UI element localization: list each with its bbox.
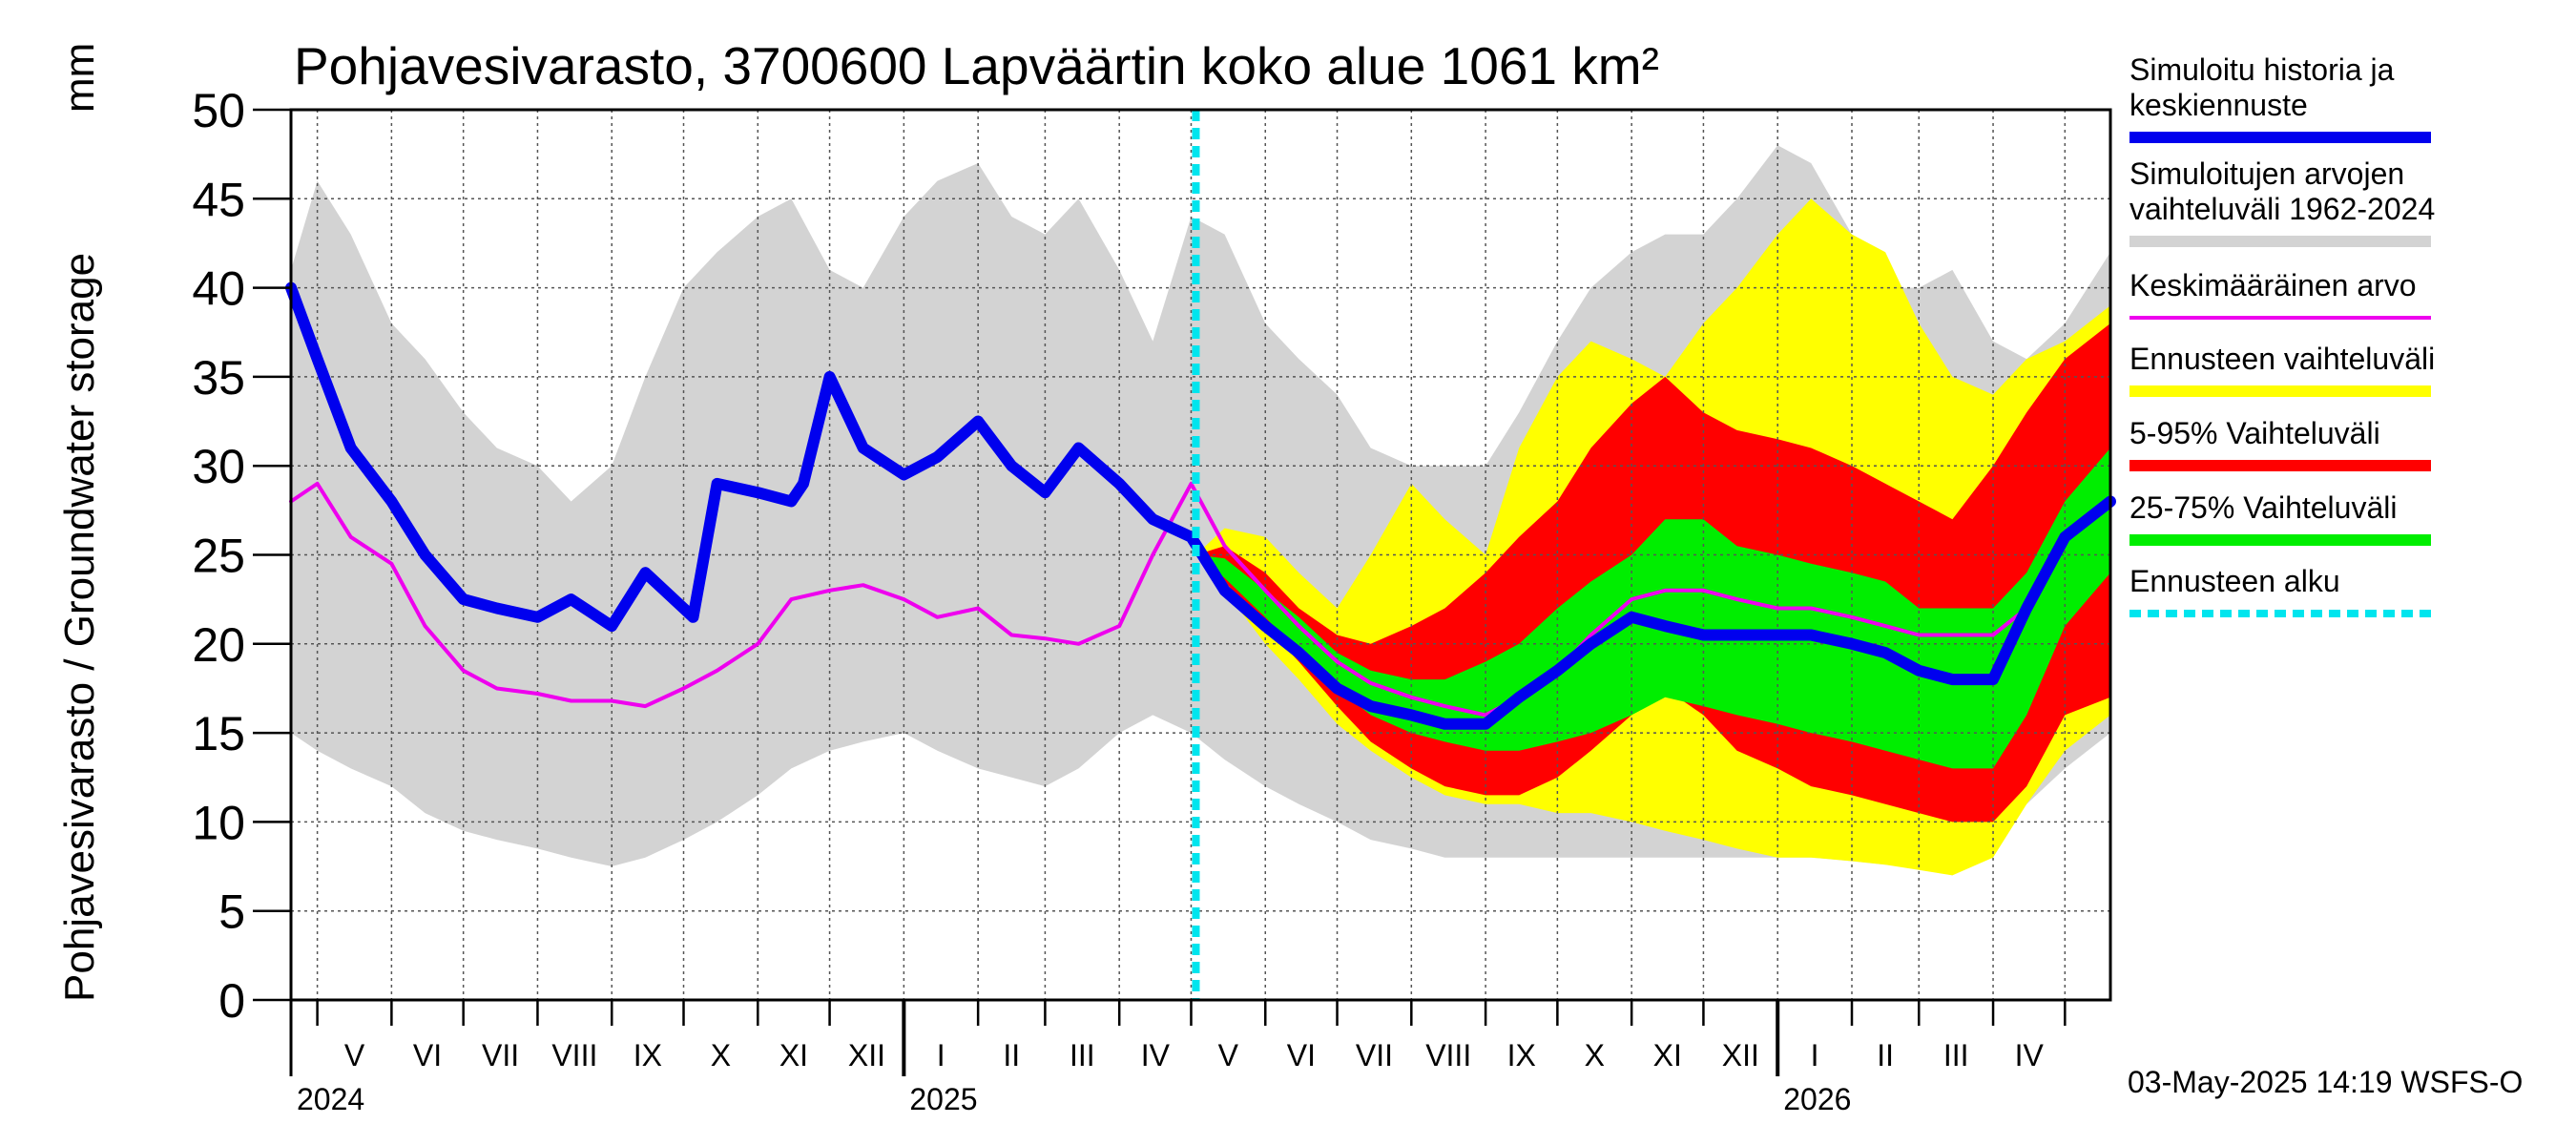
month-label-13: VI bbox=[1287, 1038, 1316, 1072]
legend-label-4-0: 5-95% Vaihteluväli bbox=[2129, 416, 2380, 450]
y-tick-label-2: 10 bbox=[192, 796, 245, 849]
band-layer bbox=[291, 145, 2110, 876]
band-3 bbox=[1195, 448, 2110, 769]
y-tick-label-5: 25 bbox=[192, 530, 245, 583]
legend-label-1-0: Simuloitujen arvojen bbox=[2129, 156, 2404, 191]
y-tick-label-7: 35 bbox=[192, 351, 245, 405]
month-label-19: XII bbox=[1722, 1038, 1759, 1072]
month-label-16: IX bbox=[1507, 1038, 1536, 1072]
month-label-7: XII bbox=[848, 1038, 885, 1072]
legend-label-1-1: vaihteluväli 1962-2024 bbox=[2129, 192, 2435, 226]
legend-label-0-1: keskiennuste bbox=[2129, 88, 2308, 122]
month-label-12: V bbox=[1218, 1038, 1239, 1072]
month-label-6: XI bbox=[779, 1038, 808, 1072]
y-tick-label-9: 45 bbox=[192, 173, 245, 226]
year-label-1: 2025 bbox=[909, 1082, 977, 1116]
series-line-1 bbox=[285, 281, 2116, 730]
legend-label-3-0: Ennusteen vaihteluväli bbox=[2129, 342, 2435, 376]
series-line-0 bbox=[289, 481, 2112, 718]
y-tick-label-4: 20 bbox=[192, 618, 245, 672]
month-label-1: VI bbox=[413, 1038, 442, 1072]
y-tick-label-3: 15 bbox=[192, 707, 245, 760]
year-label-0: 2024 bbox=[297, 1082, 364, 1116]
month-label-3: VIII bbox=[551, 1038, 597, 1072]
month-label-22: III bbox=[1943, 1038, 1969, 1072]
y-tick-label-1: 5 bbox=[218, 885, 245, 939]
line-layer bbox=[285, 110, 2116, 1000]
month-label-18: XI bbox=[1653, 1038, 1682, 1072]
y-tick-label-6: 30 bbox=[192, 440, 245, 493]
month-label-8: I bbox=[937, 1038, 945, 1072]
legend-label-5-0: 25-75% Vaihteluväli bbox=[2129, 490, 2397, 525]
month-label-0: V bbox=[344, 1038, 365, 1072]
month-label-17: X bbox=[1585, 1038, 1605, 1072]
y-tick-label-0: 0 bbox=[218, 974, 245, 1028]
month-label-23: IV bbox=[2015, 1038, 2045, 1072]
timestamp: 03-May-2025 14:19 WSFS-O bbox=[2128, 1065, 2523, 1099]
month-label-2: VII bbox=[482, 1038, 519, 1072]
y-tick-label-10: 50 bbox=[192, 84, 245, 137]
month-label-10: III bbox=[1070, 1038, 1095, 1072]
year-label-2: 2026 bbox=[1783, 1082, 1851, 1116]
month-label-9: II bbox=[1003, 1038, 1020, 1072]
legend-label-0-0: Simuloitu historia ja bbox=[2129, 52, 2395, 87]
legend-label-6-0: Ennusteen alku bbox=[2129, 564, 2340, 598]
legend-label-2-0: Keskimääräinen arvo bbox=[2129, 268, 2417, 302]
month-label-21: II bbox=[1877, 1038, 1894, 1072]
month-label-14: VII bbox=[1356, 1038, 1393, 1072]
y-tick-label-8: 40 bbox=[192, 262, 245, 316]
month-label-4: IX bbox=[634, 1038, 662, 1072]
y-axis-unit: mm bbox=[56, 43, 103, 113]
chart-title: Pohjavesivarasto, 3700600 Lapväärtin kok… bbox=[294, 36, 1659, 95]
month-label-20: I bbox=[1811, 1038, 1819, 1072]
month-label-11: IV bbox=[1141, 1038, 1171, 1072]
month-label-5: X bbox=[711, 1038, 731, 1072]
y-axis-label: Pohjavesivarasto / Groundwater storage bbox=[56, 253, 103, 1002]
month-label-15: VIII bbox=[1425, 1038, 1471, 1072]
